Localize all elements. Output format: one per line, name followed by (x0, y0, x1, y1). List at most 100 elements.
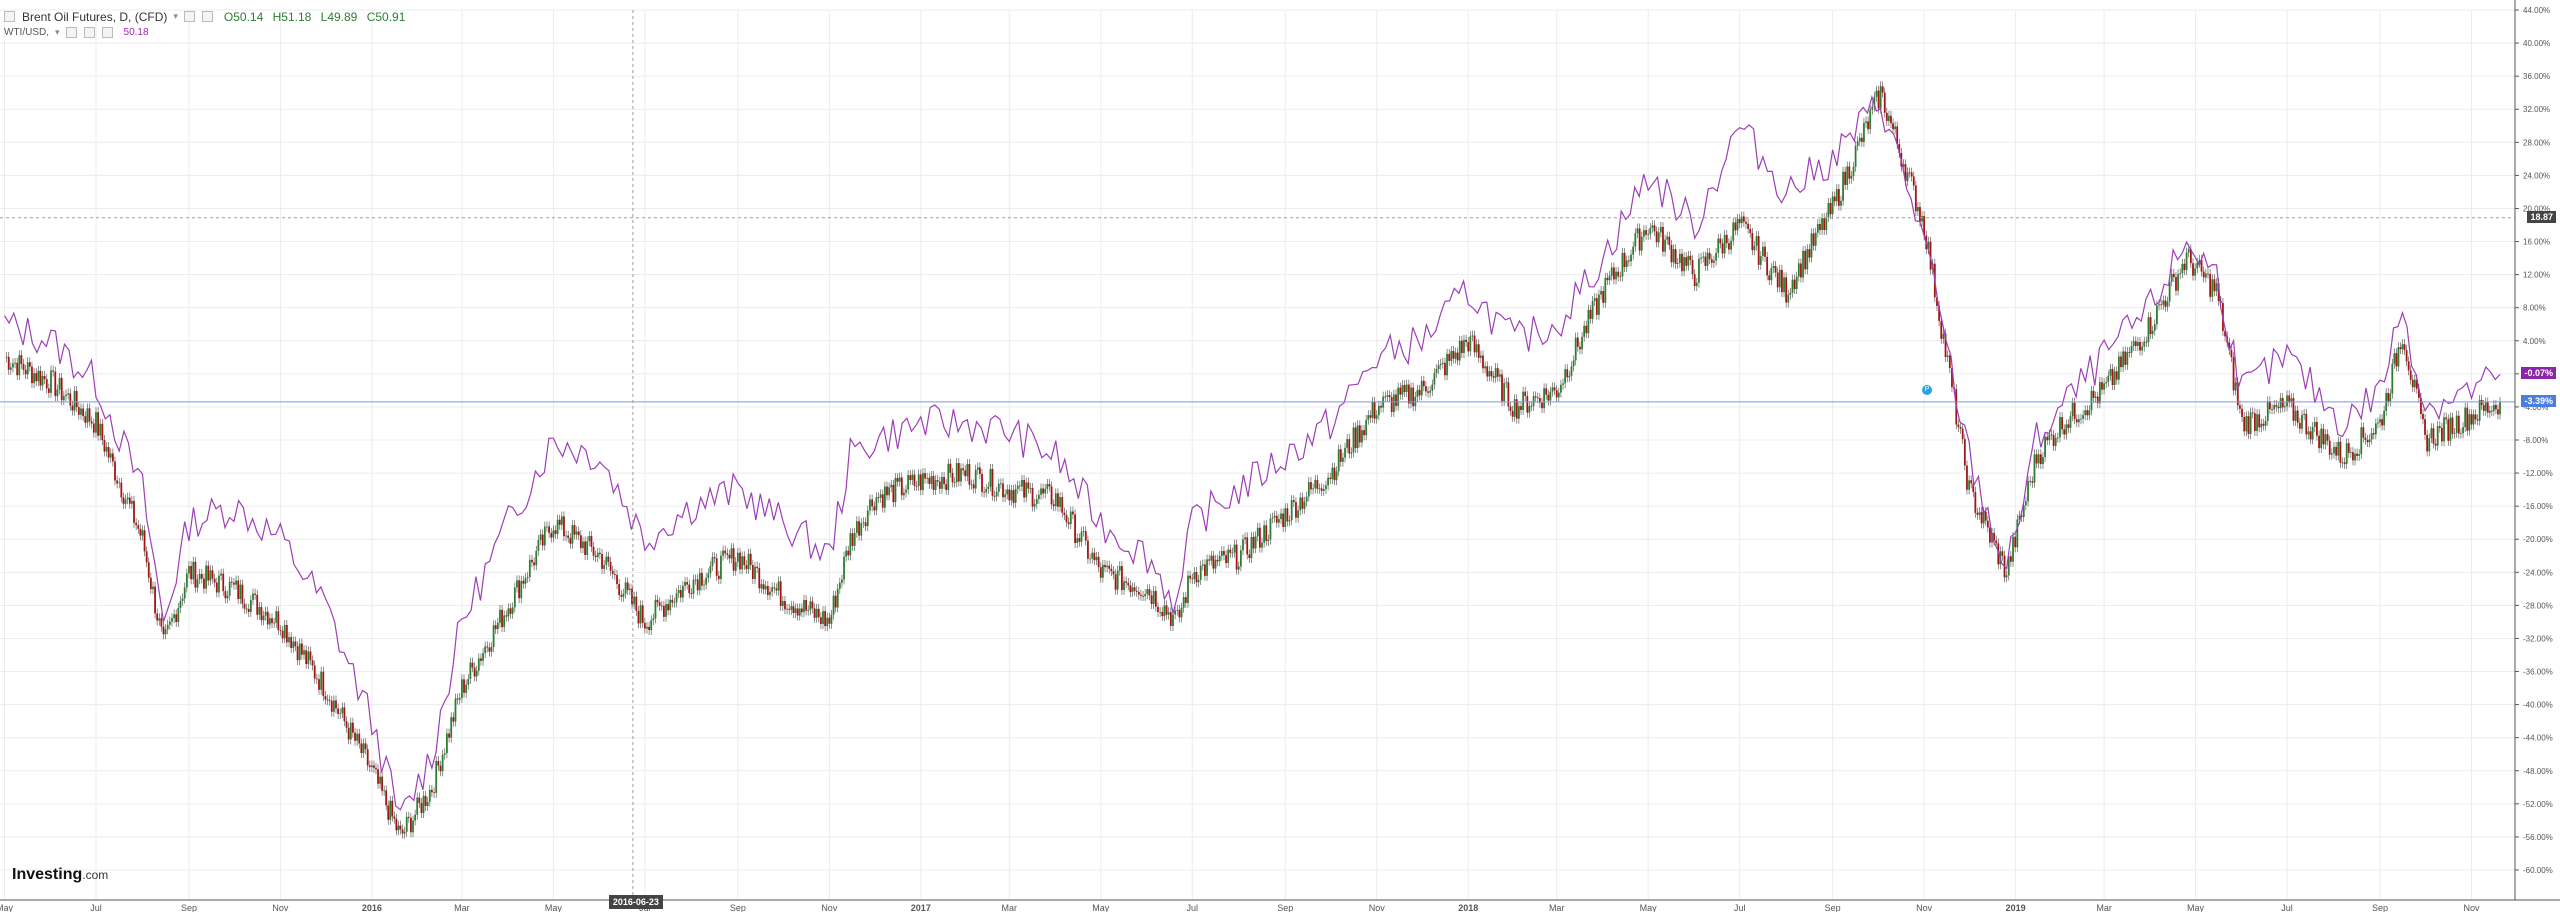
candle (1399, 387, 1402, 395)
candle (1371, 401, 1374, 418)
candle (1670, 244, 1673, 263)
candle (1488, 371, 1491, 377)
candle (869, 499, 871, 511)
candle (1250, 536, 1253, 559)
candle (1806, 249, 1809, 270)
candle (2387, 392, 2390, 402)
chevron-down-icon[interactable]: ▾ (173, 11, 178, 21)
candle (2470, 414, 2473, 425)
x-tick-label: May (545, 903, 563, 912)
candle (1154, 590, 1157, 607)
candle (754, 566, 756, 579)
candle (237, 580, 240, 600)
candle (28, 362, 31, 367)
candle (1761, 246, 1764, 257)
candle (1386, 395, 1389, 397)
candle (1433, 373, 1436, 385)
candle (548, 526, 551, 533)
candle (1312, 488, 1314, 490)
candle (1968, 480, 1971, 490)
candle (1685, 257, 1688, 266)
candle (2016, 519, 2019, 548)
candle (2183, 263, 2186, 271)
main-series-legend[interactable]: Brent Oil Futures, D, (CFD) ▾ O50.14 H51… (4, 9, 411, 24)
collapse-icon[interactable] (4, 11, 15, 22)
x-tick-label: 2018 (1458, 903, 1478, 912)
candle (2077, 419, 2080, 423)
candle (586, 541, 589, 555)
candle (1390, 397, 1393, 413)
candle (1728, 243, 1730, 250)
candle (2117, 356, 2120, 380)
candle (934, 480, 937, 490)
candle (1057, 493, 1059, 507)
price-scale[interactable]: 44.00% 40.00% 36.00% 32.00% 28.00% 24.00% 20.0… (2514, 0, 2553, 900)
candle (326, 699, 329, 701)
candle (1297, 510, 1299, 518)
candle (1201, 564, 1204, 566)
candle (1437, 365, 1440, 370)
candle (2436, 426, 2439, 446)
close-icon[interactable] (101, 27, 113, 38)
candle (1543, 388, 1545, 409)
candle (648, 626, 650, 631)
candle (1821, 218, 1823, 231)
candle (1863, 122, 1865, 142)
candle (281, 630, 284, 639)
candle (2364, 437, 2367, 440)
candle (741, 556, 744, 570)
candle (955, 463, 958, 483)
candle (1182, 597, 1185, 608)
settings-icon[interactable] (201, 11, 213, 22)
candle (1892, 123, 1894, 130)
candle (292, 641, 295, 649)
candle (2343, 462, 2346, 464)
candle (2490, 410, 2493, 412)
settings-icon[interactable] (83, 27, 95, 38)
candle (1681, 253, 1683, 272)
candle (2156, 305, 2158, 325)
candle (99, 423, 102, 436)
candle (1908, 172, 1911, 174)
candle (1902, 164, 1905, 167)
candle (1914, 185, 1917, 212)
candle (1288, 520, 1291, 522)
candle (9, 367, 12, 370)
candle (473, 667, 476, 677)
candle (1545, 388, 1548, 395)
candle (1042, 488, 1045, 494)
candle (1104, 564, 1106, 568)
candle (12, 363, 14, 368)
candle (2428, 438, 2431, 452)
candle (2464, 407, 2467, 428)
candle (241, 584, 244, 604)
chevron-down-icon[interactable]: ▾ (55, 27, 60, 37)
y-tick-label: -48.00% (2523, 767, 2553, 776)
time-scale[interactable]: May Jul Sep Nov 2016 Mar May Jul Sep Nov 2017 Mar Ma… (0, 899, 2560, 912)
eye-icon[interactable] (183, 11, 195, 22)
candle (646, 626, 648, 629)
candle (1452, 350, 1455, 359)
candle (1140, 594, 1142, 596)
compare-series-legend[interactable]: WTI/USD, ▾ 50.18 (4, 25, 411, 40)
candle (75, 390, 78, 408)
candle (571, 525, 574, 544)
candle (1095, 556, 1098, 561)
candle (1118, 566, 1121, 571)
y-tick-label: -4.00% (2523, 403, 2548, 412)
candle (233, 582, 235, 585)
event-marker-icon[interactable]: P (1922, 385, 1933, 396)
eye-icon[interactable] (65, 27, 77, 38)
candle (298, 643, 301, 661)
candle (941, 477, 943, 489)
candle (1206, 559, 1208, 576)
candle (635, 596, 638, 611)
candle (1333, 467, 1336, 481)
candle (1295, 502, 1297, 518)
candle (2328, 440, 2331, 455)
x-tick-label: May (1092, 903, 1110, 912)
candle (1764, 246, 1766, 257)
candle (24, 369, 27, 375)
x-tick-label: Sep (2372, 903, 2388, 912)
